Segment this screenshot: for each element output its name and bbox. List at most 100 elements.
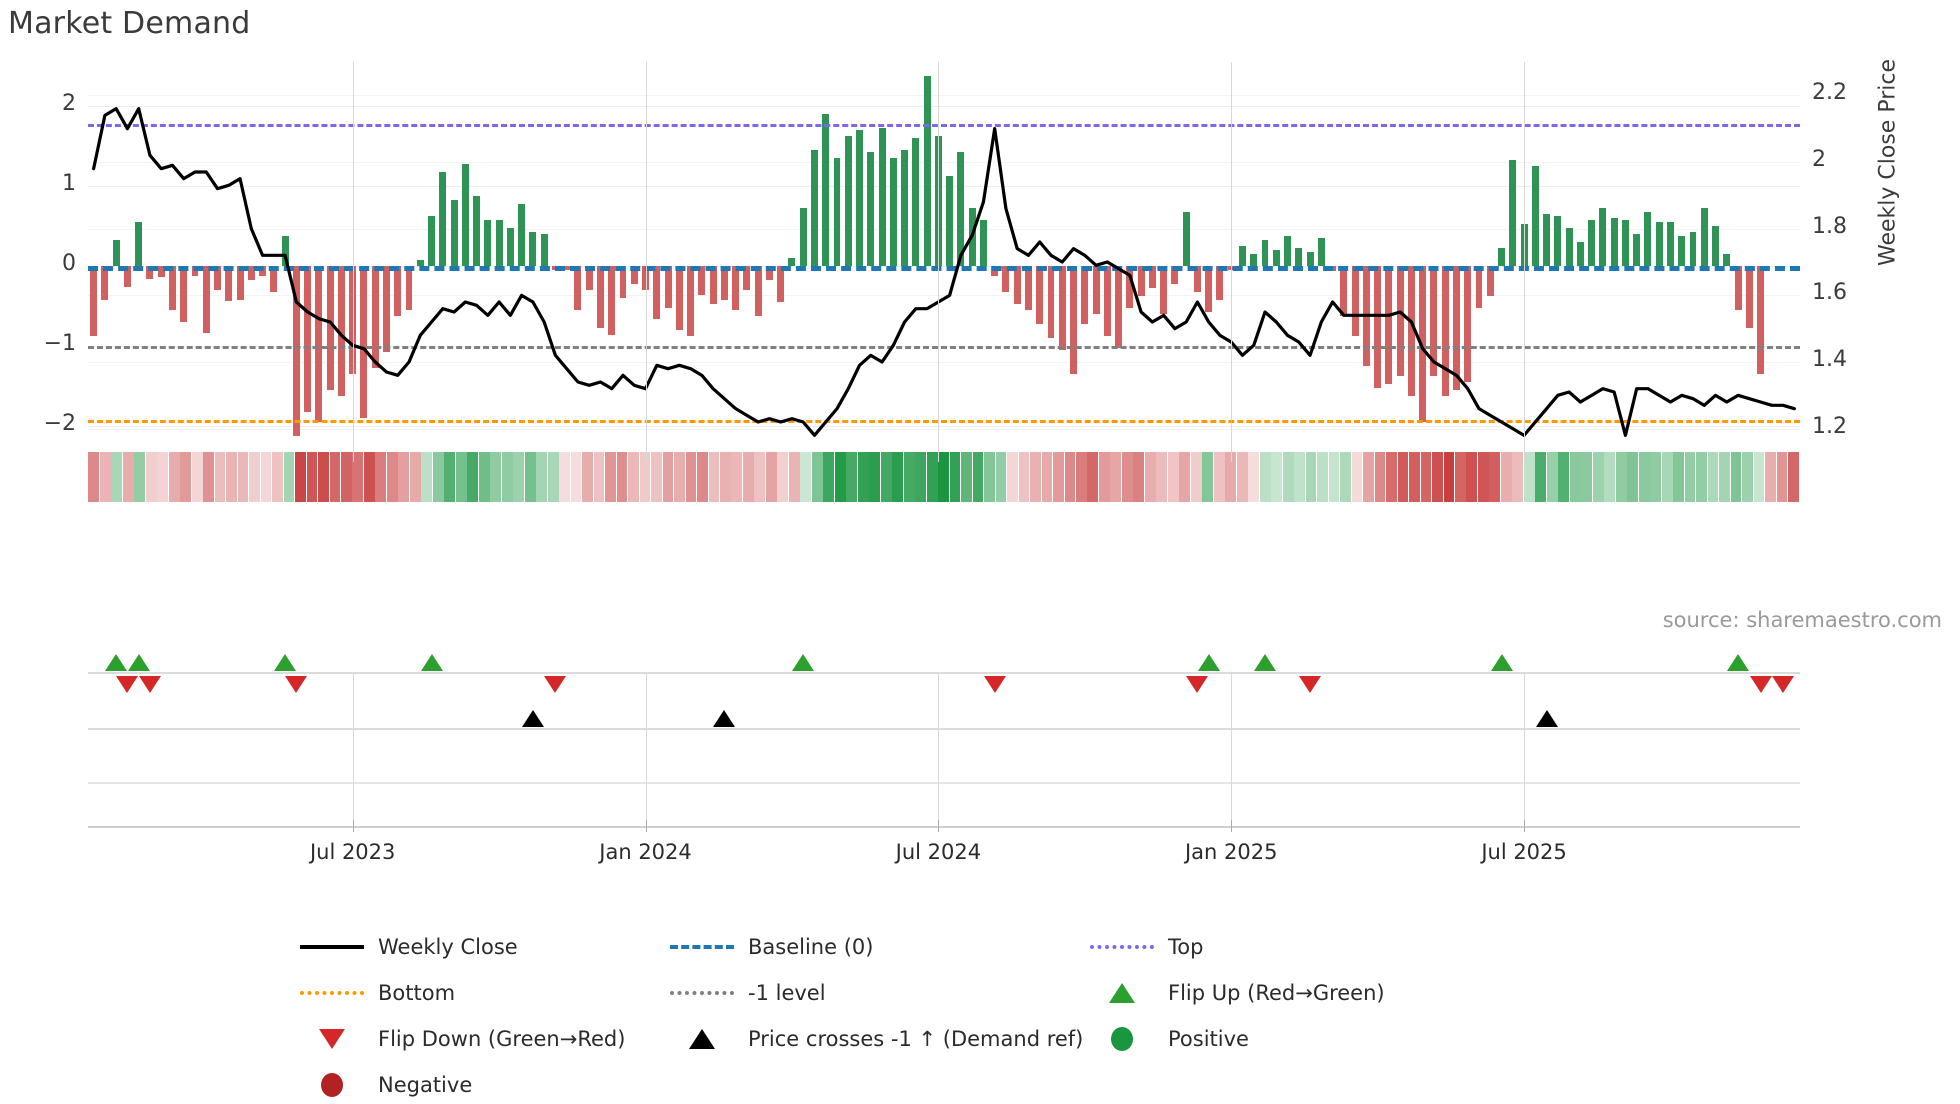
heat-cell [972,452,984,502]
demand-bar [1419,266,1427,422]
legend-item[interactable]: Price crosses -1 ↑ (Demand ref) [670,1020,1090,1058]
x-tick-mark [645,728,647,782]
heat-cell [409,452,421,502]
page-title: Market Demand [8,6,251,41]
x-tick-mark [938,728,940,782]
heat-cell [1248,452,1260,502]
triangle-up-black-icon [670,1029,734,1049]
demand-bar [810,150,818,266]
x-tick-mark [1231,728,1233,782]
demand-bar [1430,266,1438,377]
demand-bar [698,266,706,295]
heat-cell [1546,452,1558,502]
demand-bar [101,266,109,300]
heat-cell [1167,452,1179,502]
demand-bar [1712,226,1719,266]
heat-cell [915,452,927,502]
heat-cell [467,452,479,502]
demand-bar [856,130,863,266]
legend-item[interactable]: Top [1090,928,1510,966]
flip-up-marker [1254,654,1276,671]
heat-cell [1225,452,1237,502]
legend-item[interactable]: Flip Up (Red→Green) [1090,974,1510,1012]
demand-bar [1216,266,1224,300]
demand-bar [1272,250,1280,266]
flip-down-marker [1749,676,1772,693]
heat-cell [1087,452,1099,502]
gridline [88,186,1800,187]
demand-bar [833,158,841,266]
demand-bar [1261,240,1269,266]
demand-bar [1520,224,1528,266]
demand-bar [1351,266,1359,337]
heat-cell [1615,452,1627,502]
legend-item[interactable]: Weekly Close [300,928,670,966]
demand-bar [540,234,548,266]
main-plot-area [88,62,1800,462]
heat-cell [1007,452,1018,502]
circle-green-icon [1090,1027,1154,1051]
heat-cell [1454,452,1466,502]
demand-bar [1295,248,1303,266]
heat-cell [547,452,559,502]
demand-bar [1543,214,1551,266]
reference-line--1-level [88,346,1800,349]
heat-cell [1340,452,1351,502]
demand-bar [1137,266,1145,297]
x-tick-label: Jan 2025 [1184,840,1278,864]
demand-bar [371,266,379,369]
heat-cell [341,452,352,502]
heat-cell [765,452,777,502]
legend-item[interactable]: Baseline (0) [670,928,1090,966]
heat-cell [1041,452,1053,502]
legend-item[interactable]: Negative [300,1066,670,1104]
demand-bar [1284,235,1291,266]
legend-item[interactable]: Flip Down (Green→Red) [300,1020,670,1058]
heat-cell [226,452,237,502]
heat-cell [961,452,972,502]
x-tick-mark [352,728,354,782]
demand-bar [135,222,143,266]
heat-cell [869,452,881,502]
heat-cell [1409,452,1420,502]
demand-bar [799,208,807,266]
heat-cell [1730,452,1742,502]
demand-bar [1250,254,1258,266]
heat-cell [1282,452,1294,502]
demand-heat-strip [88,452,1800,502]
heat-cell [1523,452,1535,502]
heat-cell [1190,452,1202,502]
heat-cell [719,452,731,502]
heat-cell [1259,452,1271,502]
marker-separator-1 [88,672,1800,674]
demand-bar [788,258,796,266]
heat-cell [949,452,961,502]
heat-cell [478,452,490,502]
demand-bar [664,266,672,308]
legend-item[interactable]: -1 level [670,974,1090,1012]
legend-item[interactable]: Positive [1090,1020,1510,1058]
demand-bar [765,266,773,281]
source-attribution: source: sharemaestro.com [1662,608,1942,632]
legend-item[interactable]: Bottom [300,974,670,1012]
demand-bar [1374,266,1382,388]
heat-cell [1432,452,1443,502]
heat-cell [731,452,743,502]
heat-cell [145,452,157,502]
demand-bar [495,219,503,266]
heat-cell [1420,452,1432,502]
heat-cell [605,452,616,502]
demand-bar [957,152,965,266]
heat-cell [1581,452,1593,502]
heat-cell [1053,452,1064,502]
flip-down-marker [138,676,161,693]
heat-cell [329,452,341,502]
demand-bar [1666,222,1674,266]
x-tick-label: Jan 2024 [599,840,692,864]
x-tick-label: Jul 2024 [895,840,982,864]
demand-bar [1588,219,1596,266]
heat-cell [1707,452,1719,502]
demand-bar [281,235,289,266]
x-tick-mark [352,820,354,832]
